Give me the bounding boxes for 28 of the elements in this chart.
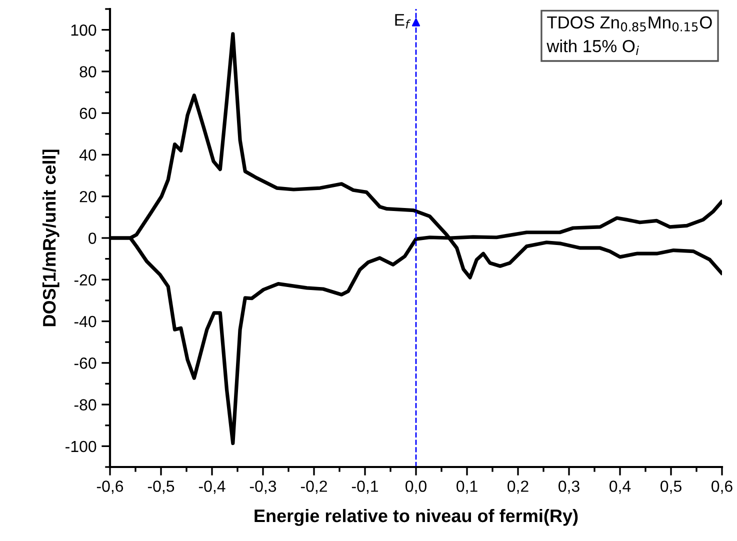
y-tick-label: 80 <box>80 66 96 78</box>
x-tick-label: -0,1 <box>352 480 378 494</box>
y-tick-label: -60 <box>74 358 96 369</box>
x-tick-label: 0,0 <box>406 480 426 494</box>
x-tick-label: 0,1 <box>456 480 478 494</box>
y-tick-label: 60 <box>80 108 96 120</box>
x-tick-label: 0,3 <box>558 480 580 494</box>
y-tick-label: -40 <box>74 316 96 328</box>
ref-line-label: E$_{f}$ <box>395 14 411 28</box>
y-tick-label: 100 <box>71 24 96 36</box>
y-tick-label: -20 <box>74 274 96 286</box>
x-tick-label: -0,6 <box>96 480 124 494</box>
x-tick-label: -0,2 <box>300 480 327 494</box>
y-tick-label: 40 <box>79 149 96 161</box>
x-tick-label: 0,5 <box>660 480 682 494</box>
y-tick-label: 0 <box>88 232 96 244</box>
text: TDOS Zn$_{0.85}$Mn$_{0.15}$O with 15% O$_{i}$ <box>546 16 712 55</box>
y-tick-label: -100 <box>66 440 96 452</box>
y-tick-label: 20 <box>80 191 96 202</box>
x-tick-label: 0,6 <box>712 480 732 494</box>
x-tick-label: -0,5 <box>148 480 174 494</box>
x-tick-label: 0,2 <box>508 480 528 494</box>
y-tick-label: -80 <box>74 399 96 410</box>
x-axis-title: Energie relative to niveau of fermi(Ry) <box>254 508 578 526</box>
x-tick-label: 0,4 <box>610 480 631 494</box>
y-axis-title: DOS[1/mRy/unit cell] <box>42 150 60 326</box>
x-tick-label: -0,3 <box>250 480 276 494</box>
x-tick-label: -0,4 <box>198 480 226 494</box>
